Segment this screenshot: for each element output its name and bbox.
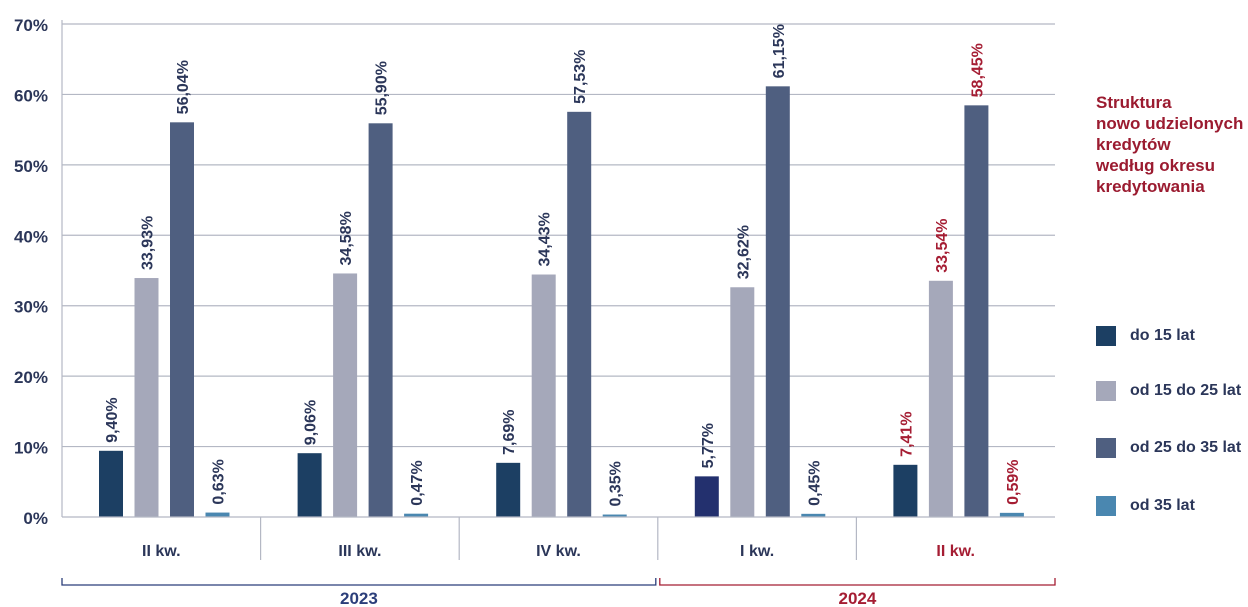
data-label: 0,47% <box>409 460 426 505</box>
bar-od-15-do-25-lat-1 <box>333 273 358 517</box>
legend-swatch <box>1096 326 1116 346</box>
year-label: 2023 <box>340 589 378 607</box>
side-title-line: według okresu <box>1096 156 1216 175</box>
y-tick-label: 50% <box>14 157 48 176</box>
legend-swatch <box>1096 438 1116 458</box>
data-label: 32,62% <box>735 225 752 279</box>
x-tick-label: I kw. <box>740 543 774 560</box>
bar-od-25-do-35-lat-4 <box>964 105 989 517</box>
data-label: 0,35% <box>608 461 625 506</box>
data-label: 56,04% <box>175 60 192 114</box>
bar-od-35-lat-0 <box>205 512 230 517</box>
data-label: 9,06% <box>303 400 320 445</box>
side-title-line: kredytów <box>1096 135 1171 154</box>
bar-od-35-lat-4 <box>999 512 1024 517</box>
legend-label: od 15 do 25 lat <box>1130 382 1242 399</box>
y-tick-label: 20% <box>14 368 48 387</box>
data-label: 5,77% <box>700 423 717 468</box>
y-tick-label: 60% <box>14 86 48 105</box>
x-tick-label: IV kw. <box>536 543 581 560</box>
year-bracket <box>659 578 1056 586</box>
bar-do-15-lat-0 <box>99 450 123 517</box>
data-label: 33,93% <box>140 216 157 270</box>
year-label: 2024 <box>838 589 876 607</box>
bar-do-15-lat-3 <box>694 476 719 517</box>
legend-item-do-15-lat: do 15 lat <box>1096 326 1248 348</box>
x-tick-label: II kw. <box>142 543 181 560</box>
data-label: 34,58% <box>338 211 355 265</box>
bar-od-15-do-25-lat-0 <box>134 278 159 517</box>
bar-do-15-lat-2 <box>496 462 521 517</box>
legend-item-od-35-lat: od 35 lat <box>1096 496 1248 518</box>
data-label: 9,40% <box>104 397 121 442</box>
bar-chart: 9,40% 9,06% 7,69% 5,77% 7,41% 33,93% 34,58% 34,… <box>14 16 1056 607</box>
data-label: 57,53% <box>572 50 589 104</box>
data-label: 7,41% <box>898 411 915 456</box>
y-tick-label: 70% <box>14 16 48 35</box>
bar-od-15-do-25-lat-2 <box>531 274 556 517</box>
y-tick-label: 10% <box>14 439 48 458</box>
side-title-line: Struktura <box>1096 93 1172 112</box>
side-title-line: nowo udzielonych <box>1096 114 1244 133</box>
bar-do-15-lat-4 <box>893 464 918 517</box>
data-label: 7,69% <box>501 409 518 454</box>
bar-od-25-do-35-lat-0 <box>170 122 194 517</box>
y-tick-label: 40% <box>14 227 48 246</box>
side-title-line: kredytowania <box>1096 177 1205 196</box>
data-label: 33,54% <box>934 219 951 273</box>
bar-od-15-do-25-lat-4 <box>928 280 953 517</box>
bar-od-15-do-25-lat-3 <box>730 287 755 517</box>
bar-od-35-lat-3 <box>801 513 826 517</box>
data-label: 0,45% <box>806 460 823 505</box>
bar-od-25-do-35-lat-2 <box>567 111 592 517</box>
bar-od-35-lat-2 <box>602 514 627 517</box>
bar-od-25-do-35-lat-3 <box>765 86 790 517</box>
data-label: 58,45% <box>969 43 986 97</box>
legend-swatch <box>1096 381 1116 401</box>
legend-label: do 15 lat <box>1130 327 1195 344</box>
bar-do-15-lat-1 <box>297 453 322 517</box>
legend-label: od 35 lat <box>1130 497 1195 514</box>
legend-label: od 25 do 35 lat <box>1130 439 1242 456</box>
year-bracket <box>61 578 657 586</box>
y-tick-label: 30% <box>14 298 48 317</box>
data-label: 55,90% <box>374 61 391 115</box>
data-label: 0,63% <box>211 459 228 504</box>
y-tick-label: 0% <box>23 509 48 528</box>
bar-od-35-lat-1 <box>404 513 429 517</box>
legend-swatch <box>1096 496 1116 516</box>
x-tick-label: III kw. <box>338 543 381 560</box>
data-label: 61,15% <box>771 24 788 78</box>
chart-side-title: Struktura nowo udzielonych kredytów wedł… <box>1096 92 1246 197</box>
bar-od-25-do-35-lat-1 <box>368 123 393 517</box>
legend-item-od-25-do-35-lat: od 25 do 35 lat <box>1096 438 1248 460</box>
data-label: 0,59% <box>1005 459 1022 504</box>
data-label: 34,43% <box>537 212 554 266</box>
x-tick-label: II kw. <box>936 543 975 560</box>
legend-item-od-15-do-25-lat: od 15 do 25 lat <box>1096 381 1248 403</box>
